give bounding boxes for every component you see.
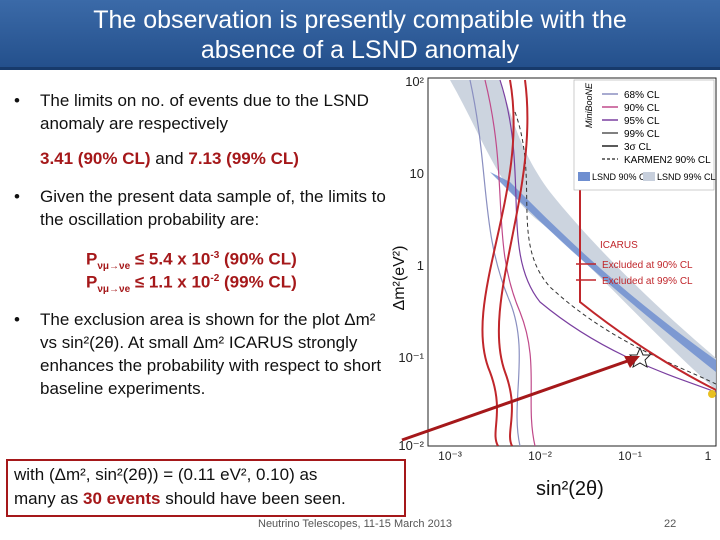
bullet-text: Given the present data sample of, the li… bbox=[40, 187, 386, 229]
note-line-1: with (Δm², sin²(2θ)) = (0.11 eV², 0.10) … bbox=[14, 465, 318, 484]
limits-line: 3.41 (90% CL) and 7.13 (99% CL) bbox=[14, 147, 394, 170]
cl-contour-2 bbox=[484, 79, 536, 446]
star-marker-icon bbox=[628, 346, 652, 369]
legend-item: 3σ CL bbox=[624, 142, 652, 153]
yellow-marker-icon bbox=[708, 390, 716, 398]
icarus-diagonal-line bbox=[579, 80, 716, 391]
legend-item: 95% CL bbox=[624, 116, 660, 127]
bullet-dot-icon: • bbox=[14, 310, 20, 329]
x-tick-label: 10⁻¹ bbox=[618, 449, 642, 462]
icarus-legend-item: Excluded at 90% CL bbox=[602, 260, 693, 271]
miniboone-label: MiniBooNE bbox=[584, 82, 594, 128]
icarus-legend: ICARUS Excluded at 90% CL Excluded at 99… bbox=[576, 240, 693, 287]
title-line-1: The observation is presently compatible … bbox=[93, 6, 627, 34]
limit-90: 3.41 (90% CL) bbox=[40, 149, 151, 168]
bullet-dot-icon: • bbox=[14, 91, 20, 110]
bullet-2: • Given the present data sample of, the … bbox=[14, 185, 394, 231]
icarus-legend-title: ICARUS bbox=[600, 240, 638, 251]
legend-box-item: LSND 99% CL bbox=[657, 172, 716, 182]
limit-99: 7.13 (99% CL) bbox=[188, 149, 299, 168]
exclusion-plot: MiniBooNE 68% CL 90% CL 95% CL 99% CL 3σ… bbox=[391, 74, 717, 462]
lsnd-90-region bbox=[490, 172, 716, 372]
x-tick-label: 10⁻³ bbox=[438, 449, 462, 462]
x-tick-label: 1 bbox=[705, 449, 712, 462]
legend-box-item: LSND 90% CL bbox=[592, 172, 651, 182]
arrow-line bbox=[401, 356, 637, 442]
icarus-legend-item: Excluded at 99% CL bbox=[602, 276, 693, 287]
legend-item: 99% CL bbox=[624, 129, 660, 140]
icarus-90-line bbox=[481, 79, 515, 446]
y-tick-label: 1 bbox=[417, 258, 424, 273]
legend-item: 90% CL bbox=[624, 103, 660, 114]
x-tick-label: 10⁻² bbox=[528, 449, 552, 462]
page-number: 22 bbox=[664, 518, 677, 530]
limits-and: and bbox=[150, 149, 189, 168]
legend-item: KARMEN2 90% CL bbox=[624, 155, 711, 166]
probability-limit-90: Pνμ→νe ≤ 5.4 x 10-3 (90% CL) bbox=[86, 249, 297, 273]
title-line-2: absence of a LSND anomaly bbox=[200, 36, 520, 64]
x-axis-label: sin²(2θ) bbox=[536, 478, 604, 500]
note-line-2: many as 30 events should have been seen. bbox=[14, 489, 346, 508]
y-tick-label: 10⁻² bbox=[398, 438, 424, 453]
bullet-text: The exclusion area is shown for the plot… bbox=[40, 310, 382, 398]
icarus-99-line bbox=[497, 79, 529, 446]
arrow-head-icon bbox=[624, 356, 640, 368]
y-tick-label: 10⁻¹ bbox=[398, 350, 424, 365]
bullet-text: The limits on no. of events due to the L… bbox=[40, 91, 369, 133]
bullet-1: • The limits on no. of events due to the… bbox=[14, 89, 394, 135]
cl-contour-3 bbox=[499, 79, 716, 393]
probability-limit-99: Pνμ→νe ≤ 1.1 x 10-2 (99% CL) bbox=[86, 272, 297, 296]
bullet-dot-icon: • bbox=[14, 187, 20, 206]
y-tick-label: 10² bbox=[405, 74, 424, 89]
legend: MiniBooNE 68% CL 90% CL 95% CL 99% CL 3σ… bbox=[573, 79, 716, 191]
footer: Neutrino Telescopes, 11-15 March 2013 bbox=[258, 518, 453, 530]
event-count-note: with (Δm², sin²(2θ)) = (0.11 eV², 0.10) … bbox=[6, 459, 406, 517]
y-axis-label: Δm²(eV²) bbox=[391, 246, 408, 311]
events-count: 30 events bbox=[82, 489, 161, 508]
legend-item: 68% CL bbox=[624, 90, 660, 101]
bullet-3: • The exclusion area is shown for the pl… bbox=[14, 308, 394, 400]
slide-title: The observation is presently compatible … bbox=[0, 0, 720, 70]
y-tick-label: 10 bbox=[410, 166, 424, 181]
